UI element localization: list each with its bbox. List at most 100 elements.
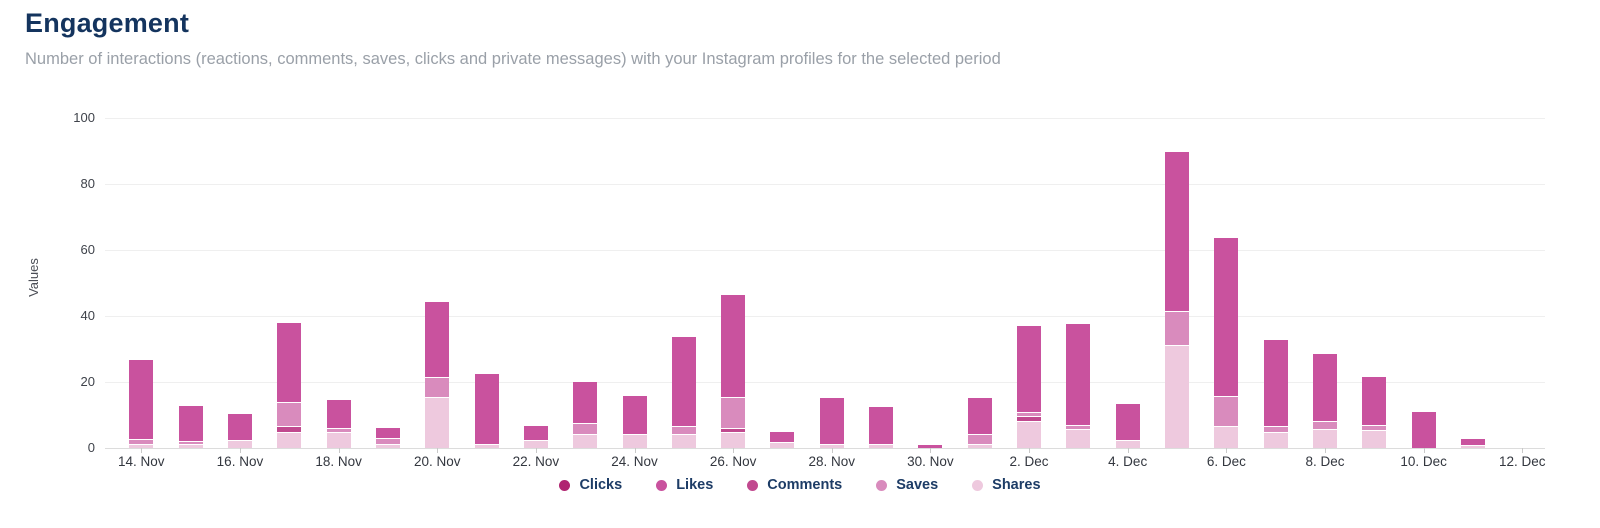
bar-segment-likes-25. Nov[interactable] [671, 337, 696, 427]
bar-28. Nov[interactable] [819, 397, 844, 449]
bar-segment-saves-2. Dec[interactable] [1017, 412, 1042, 417]
legend-item-likes[interactable]: Likes [656, 477, 713, 493]
bar-segment-likes-11. Dec[interactable] [1460, 438, 1485, 446]
bar-segment-likes-23. Nov[interactable] [573, 381, 598, 423]
bar-segment-shares-14. Nov[interactable] [129, 444, 154, 448]
bar-3. Dec[interactable] [1066, 323, 1091, 448]
bar-segment-shares-1. Dec[interactable] [967, 444, 992, 448]
bar-1. Dec[interactable] [967, 398, 992, 448]
bar-18. Nov[interactable] [326, 399, 351, 448]
legend-item-clicks[interactable]: Clicks [559, 477, 622, 493]
bar-segment-likes-19. Nov[interactable] [375, 427, 400, 438]
bar-26. Nov[interactable] [721, 294, 746, 448]
bar-segment-shares-22. Nov[interactable] [523, 441, 548, 448]
bar-segment-likes-27. Nov[interactable] [770, 432, 795, 443]
bar-segment-likes-21. Nov[interactable] [474, 374, 499, 444]
bar-segment-shares-28. Nov[interactable] [819, 444, 844, 448]
bar-segment-saves-7. Dec[interactable] [1263, 427, 1288, 433]
bar-segment-comments-17. Nov[interactable] [277, 427, 302, 433]
bar-segment-shares-2. Dec[interactable] [1017, 421, 1042, 448]
bar-11. Dec[interactable] [1460, 438, 1485, 448]
bar-segment-saves-25. Nov[interactable] [671, 427, 696, 434]
legend-item-comments[interactable]: Comments [747, 477, 842, 493]
bar-segment-likes-1. Dec[interactable] [967, 398, 992, 435]
bar-29. Nov[interactable] [869, 407, 894, 448]
bar-segment-shares-24. Nov[interactable] [622, 434, 647, 448]
bar-segment-likes-26. Nov[interactable] [721, 294, 746, 398]
bar-segment-shares-23. Nov[interactable] [573, 434, 598, 448]
bar-segment-saves-17. Nov[interactable] [277, 403, 302, 427]
bar-segment-likes-7. Dec[interactable] [1263, 340, 1288, 427]
bar-segment-shares-7. Dec[interactable] [1263, 433, 1288, 448]
bar-segment-saves-26. Nov[interactable] [721, 398, 746, 428]
bar-segment-likes-6. Dec[interactable] [1214, 238, 1239, 397]
bar-segment-likes-8. Dec[interactable] [1312, 353, 1337, 422]
bar-segment-saves-19. Nov[interactable] [375, 438, 400, 444]
bar-segment-likes-5. Dec[interactable] [1165, 152, 1190, 311]
bar-segment-shares-16. Nov[interactable] [227, 441, 252, 448]
bar-19. Nov[interactable] [375, 427, 400, 448]
bar-30. Nov[interactable] [918, 444, 943, 448]
bar-9. Dec[interactable] [1362, 376, 1387, 448]
bar-segment-saves-1. Dec[interactable] [967, 435, 992, 444]
bar-segment-shares-15. Nov[interactable] [178, 444, 203, 448]
bar-segment-likes-18. Nov[interactable] [326, 399, 351, 428]
bar-segment-saves-20. Nov[interactable] [425, 377, 450, 398]
bar-segment-likes-30. Nov[interactable] [918, 444, 943, 448]
bar-24. Nov[interactable] [622, 395, 647, 448]
bar-segment-shares-29. Nov[interactable] [869, 444, 894, 448]
bar-15. Nov[interactable] [178, 406, 203, 448]
bar-segment-saves-5. Dec[interactable] [1165, 311, 1190, 345]
bar-segment-shares-6. Dec[interactable] [1214, 426, 1239, 448]
bar-22. Nov[interactable] [523, 425, 548, 448]
bar-segment-likes-28. Nov[interactable] [819, 397, 844, 444]
bar-segment-likes-4. Dec[interactable] [1115, 404, 1140, 441]
bar-segment-likes-14. Nov[interactable] [129, 360, 154, 440]
bar-segment-likes-3. Dec[interactable] [1066, 323, 1091, 425]
bar-20. Nov[interactable] [425, 302, 450, 448]
bar-segment-likes-16. Nov[interactable] [227, 414, 252, 441]
bar-10. Dec[interactable] [1411, 411, 1436, 448]
bar-segment-saves-9. Dec[interactable] [1362, 425, 1387, 431]
bar-segment-likes-17. Nov[interactable] [277, 322, 302, 403]
bar-segment-saves-18. Nov[interactable] [326, 428, 351, 433]
bar-segment-shares-19. Nov[interactable] [375, 444, 400, 448]
bar-27. Nov[interactable] [770, 432, 795, 448]
bar-segment-comments-2. Dec[interactable] [1017, 417, 1042, 421]
bar-segment-shares-8. Dec[interactable] [1312, 429, 1337, 448]
bar-segment-comments-26. Nov[interactable] [721, 428, 746, 433]
bar-segment-shares-3. Dec[interactable] [1066, 429, 1091, 448]
bar-segment-shares-17. Nov[interactable] [277, 433, 302, 448]
bar-segment-shares-18. Nov[interactable] [326, 433, 351, 448]
bar-23. Nov[interactable] [573, 381, 598, 448]
bar-14. Nov[interactable] [129, 360, 154, 448]
legend-item-saves[interactable]: Saves [876, 477, 938, 493]
bar-7. Dec[interactable] [1263, 340, 1288, 448]
bar-segment-shares-26. Nov[interactable] [721, 433, 746, 448]
bar-segment-shares-4. Dec[interactable] [1115, 441, 1140, 448]
bar-segment-likes-2. Dec[interactable] [1017, 326, 1042, 412]
bar-17. Nov[interactable] [277, 322, 302, 448]
bar-segment-saves-3. Dec[interactable] [1066, 425, 1091, 429]
bar-segment-shares-21. Nov[interactable] [474, 444, 499, 448]
legend-item-shares[interactable]: Shares [972, 477, 1041, 493]
bar-segment-shares-5. Dec[interactable] [1165, 345, 1190, 448]
bar-segment-likes-22. Nov[interactable] [523, 425, 548, 441]
bar-segment-shares-27. Nov[interactable] [770, 443, 795, 448]
bar-segment-likes-24. Nov[interactable] [622, 395, 647, 434]
bar-segment-saves-14. Nov[interactable] [129, 440, 154, 444]
bar-segment-likes-9. Dec[interactable] [1362, 376, 1387, 425]
bar-segment-likes-10. Dec[interactable] [1411, 411, 1436, 448]
bar-4. Dec[interactable] [1115, 404, 1140, 448]
bar-segment-shares-20. Nov[interactable] [425, 398, 450, 448]
bar-25. Nov[interactable] [671, 337, 696, 448]
bar-segment-saves-6. Dec[interactable] [1214, 397, 1239, 426]
bar-21. Nov[interactable] [474, 374, 499, 448]
bar-2. Dec[interactable] [1017, 326, 1042, 448]
bar-segment-saves-15. Nov[interactable] [178, 442, 203, 444]
bar-5. Dec[interactable] [1165, 152, 1190, 448]
bar-segment-saves-23. Nov[interactable] [573, 423, 598, 434]
bar-segment-shares-11. Dec[interactable] [1460, 446, 1485, 448]
bar-segment-likes-20. Nov[interactable] [425, 302, 450, 377]
bar-16. Nov[interactable] [227, 414, 252, 448]
